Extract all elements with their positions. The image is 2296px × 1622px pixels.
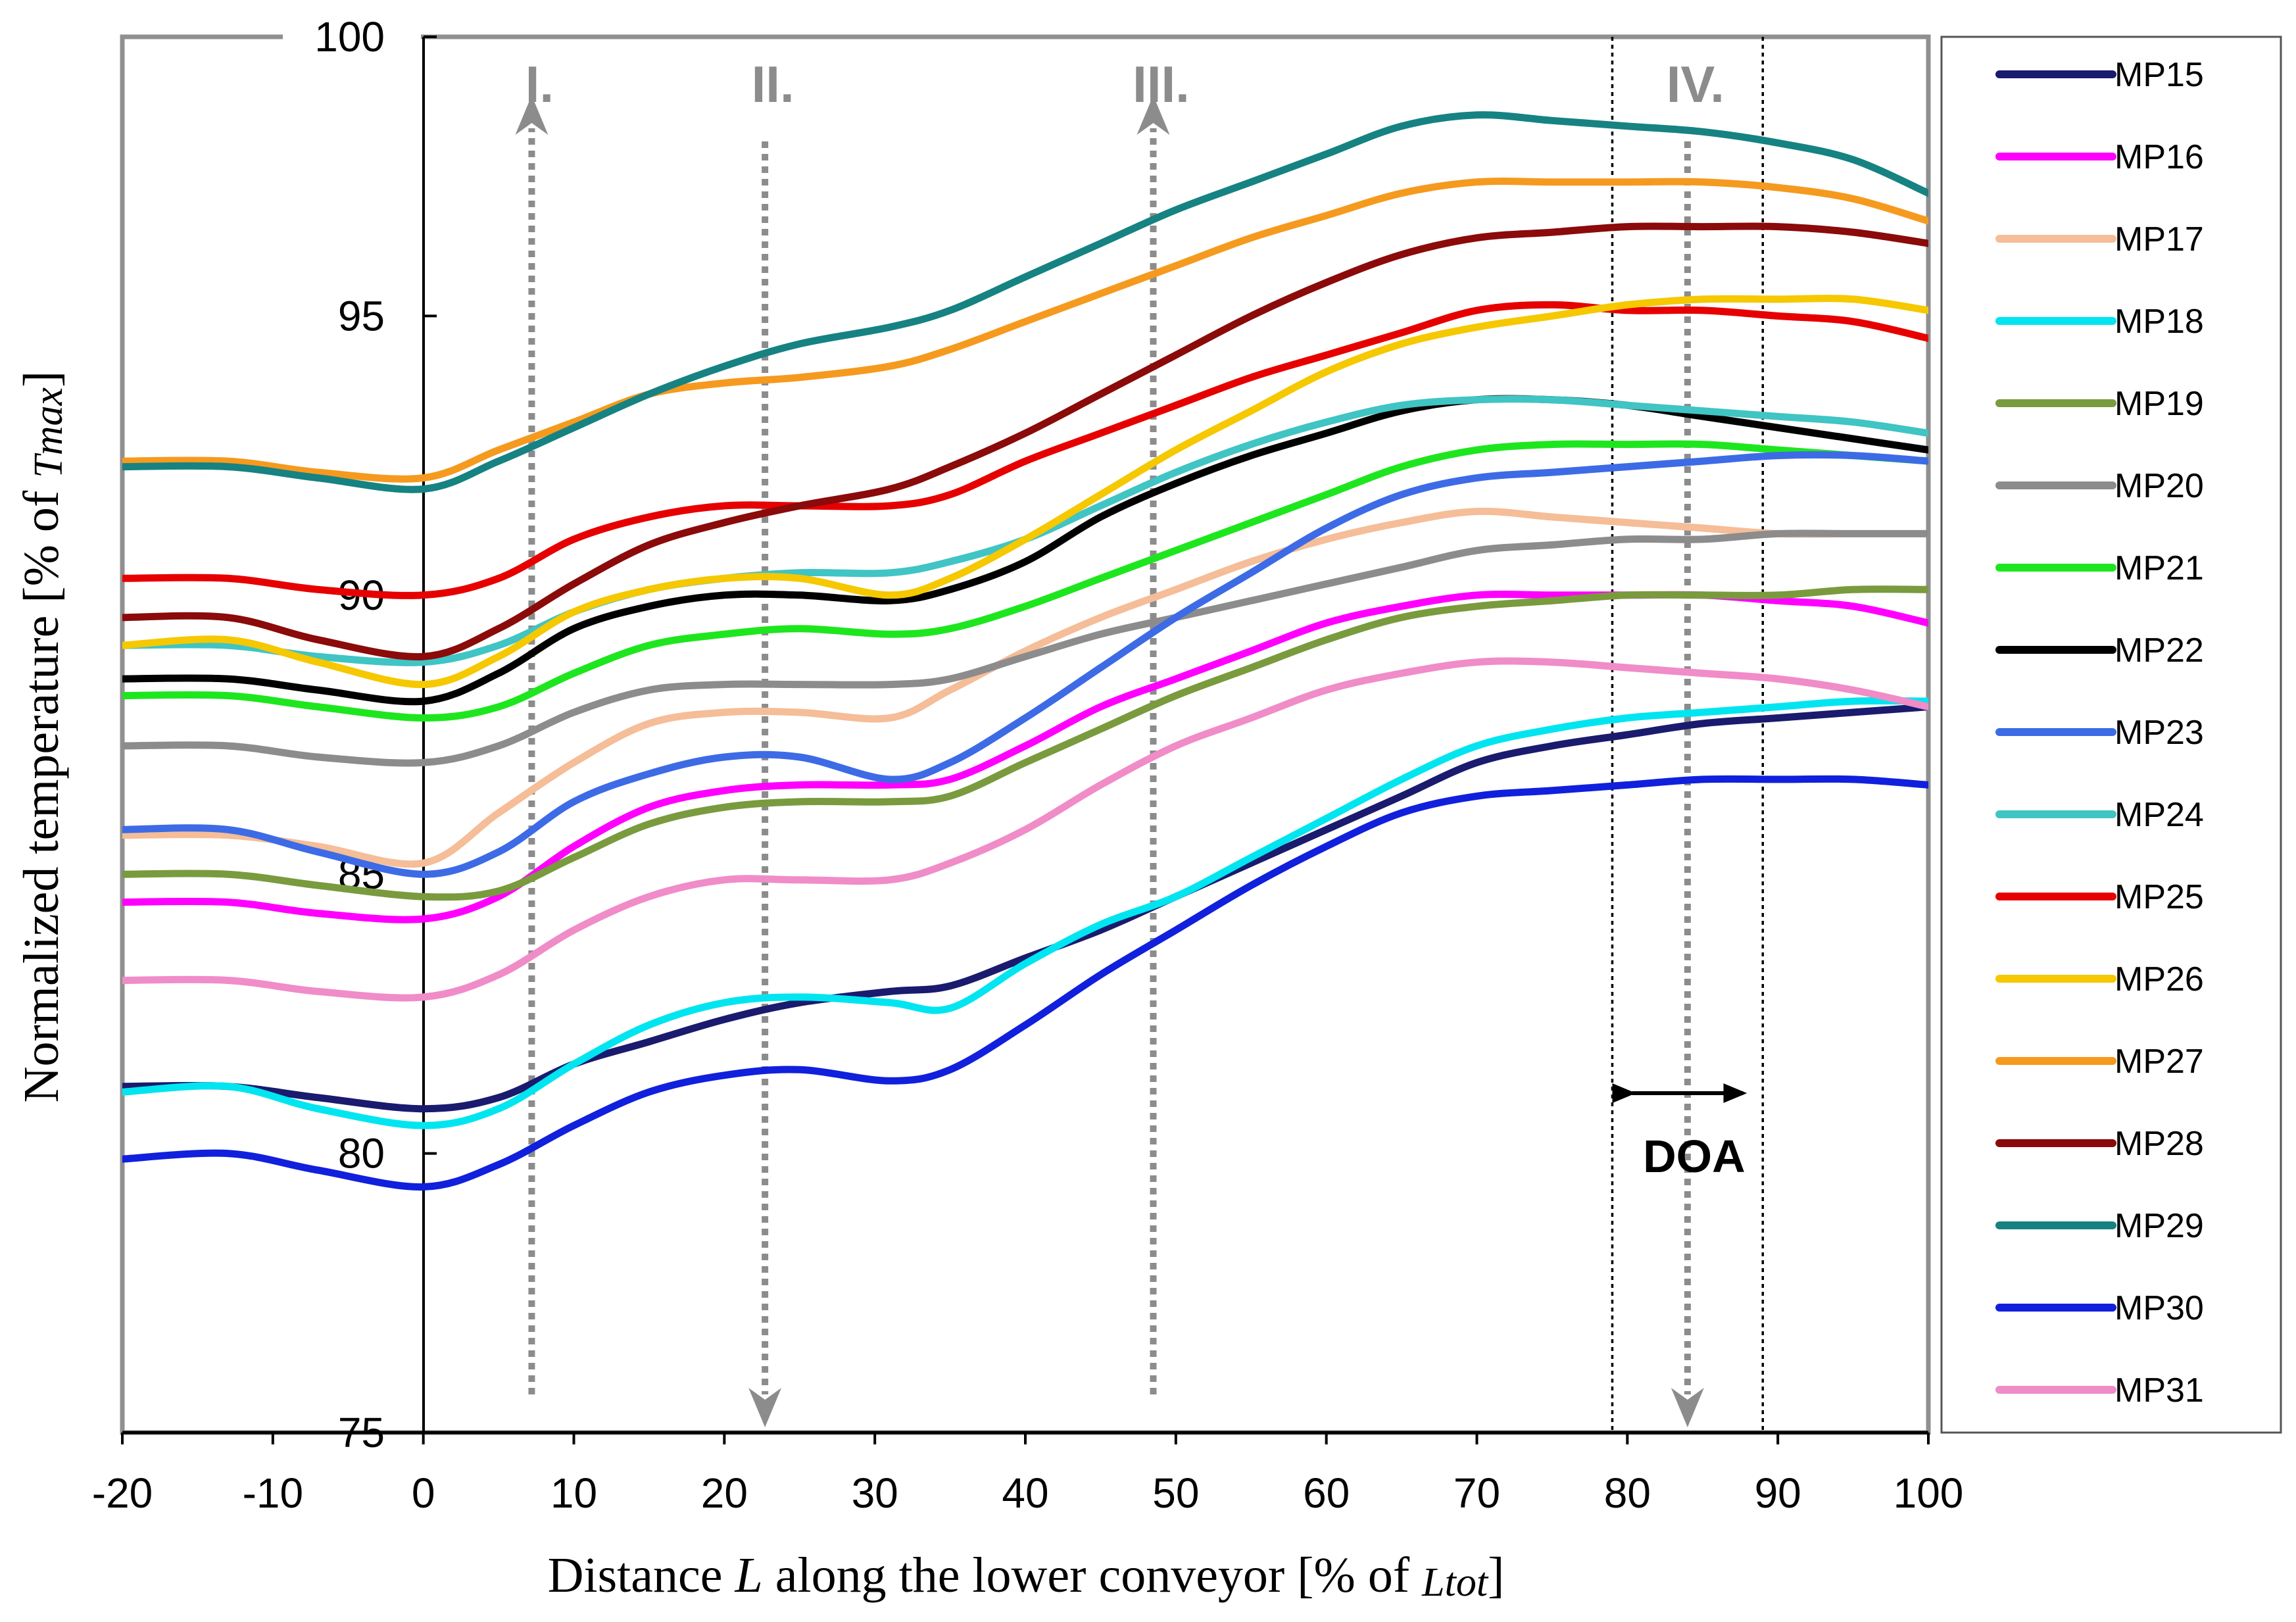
series-line-mp23 [122, 451, 1928, 878]
x-tick-label: 100 [1893, 1469, 1964, 1517]
doa-label: DOA [1643, 1131, 1746, 1182]
legend-label: MP17 [2114, 220, 2204, 258]
legend-label: MP25 [2114, 878, 2204, 916]
x-tick-label: 10 [550, 1469, 597, 1517]
legend-label: MP29 [2114, 1207, 2204, 1245]
x-tick-label: 40 [1002, 1469, 1048, 1517]
series-line-mp17 [122, 507, 1928, 868]
legend-label: MP19 [2114, 385, 2204, 423]
series-line-mp27 [122, 177, 1928, 483]
legend-item-mp19: MP19 [1995, 385, 2204, 423]
x-tick-label: 70 [1453, 1469, 1500, 1517]
legend-label: MP21 [2114, 549, 2204, 587]
section-label: IV. [1667, 55, 1724, 113]
y-tick-label: 80 [338, 1130, 385, 1177]
x-tick-label: 50 [1152, 1469, 1199, 1517]
x-tick-label: -20 [92, 1469, 153, 1517]
x-tick-label: -10 [243, 1469, 304, 1517]
legend-label: MP16 [2114, 138, 2204, 176]
series-line-mp24 [122, 395, 1928, 666]
legend-item-mp22: MP22 [1995, 631, 2204, 670]
legend-label: MP28 [2114, 1125, 2204, 1163]
series-line-mp19 [122, 585, 1928, 901]
series-line-mp20 [122, 529, 1928, 767]
legend-item-mp30: MP30 [1995, 1289, 2204, 1327]
legend-item-mp28: MP28 [1995, 1125, 2204, 1163]
series-line-mp29 [122, 111, 1928, 493]
legend-item-mp26: MP26 [1995, 960, 2204, 998]
y-tick-label: 75 [338, 1409, 385, 1456]
legend-item-mp21: MP21 [1995, 549, 2204, 587]
legend-item-mp25: MP25 [1995, 878, 2204, 916]
y-tick-label: 100 [314, 13, 385, 61]
legend-label: MP22 [2114, 631, 2204, 670]
legend-label: MP31 [2114, 1371, 2204, 1410]
series-line-mp31 [122, 657, 1928, 1002]
y-tick-label: 95 [338, 292, 385, 339]
x-tick-label: 80 [1604, 1469, 1651, 1517]
x-axis-title: Distance L along the lower conveyor [% o… [548, 1548, 1505, 1605]
legend-label: MP23 [2114, 714, 2204, 752]
section-label: II. [752, 55, 794, 113]
legend-label: MP24 [2114, 796, 2204, 834]
series-line-mp18 [122, 697, 1928, 1129]
y-axis-title: Normalized temperature [% of Tmax] [14, 371, 71, 1103]
legend-item-mp16: MP16 [1995, 138, 2204, 176]
series-line-mp30 [122, 775, 1928, 1191]
section-label: III. [1133, 55, 1190, 113]
series-line-mp15 [122, 703, 1928, 1113]
x-tick-label: 90 [1755, 1469, 1801, 1517]
legend-item-mp15: MP15 [1995, 56, 2204, 94]
legend-item-mp17: MP17 [1995, 220, 2204, 258]
x-tick-label: 20 [701, 1469, 748, 1517]
legend-item-mp24: MP24 [1995, 796, 2204, 834]
series-line-mp21 [122, 440, 1928, 722]
legend-item-mp31: MP31 [1995, 1371, 2204, 1410]
legend-label: MP18 [2114, 303, 2204, 341]
section-label: I. [525, 55, 554, 113]
legend-item-mp18: MP18 [1995, 303, 2204, 341]
x-tick-label: 30 [852, 1469, 898, 1517]
legend-label: MP15 [2114, 56, 2204, 94]
legend-item-mp29: MP29 [1995, 1207, 2204, 1245]
legend-label: MP26 [2114, 960, 2204, 998]
legend-item-mp27: MP27 [1995, 1043, 2204, 1081]
legend-label: MP27 [2114, 1043, 2204, 1081]
x-tick-label: 60 [1303, 1469, 1350, 1517]
series-line-mp28 [122, 222, 1928, 660]
series-line-mp25 [122, 301, 1928, 599]
plot-frame [120, 34, 1931, 1435]
legend-item-mp20: MP20 [1995, 467, 2204, 505]
legend-label: MP20 [2114, 467, 2204, 505]
series-line-mp26 [122, 295, 1928, 689]
legend-item-mp23: MP23 [1995, 714, 2204, 752]
x-tick-label: 0 [412, 1469, 435, 1517]
legend-label: MP30 [2114, 1289, 2204, 1327]
